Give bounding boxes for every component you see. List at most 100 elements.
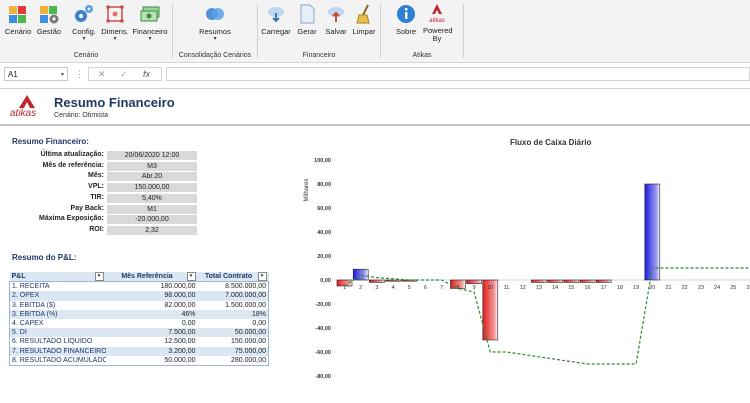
ribbon: Cenário Gestão Config. ▾ Dimens. — [0, 0, 750, 63]
drag-handle-icon[interactable]: ⋮ — [75, 69, 84, 79]
pl-cell-value: 3.200,00 — [105, 346, 198, 356]
limpar-label: Limpar — [352, 27, 376, 36]
chevron-down-icon: ▾ — [213, 36, 217, 42]
name-box[interactable]: A1 ▾ — [4, 67, 68, 81]
chevron-down-icon: ▾ — [82, 36, 86, 42]
config-label: Config. — [72, 27, 96, 36]
gestao-button[interactable]: Gestão — [34, 3, 64, 36]
y-tick-label: -60,00 — [315, 350, 331, 356]
formula-buttons: ✕ ✓ fx — [88, 67, 162, 81]
ribbon-group-consolidacao: Resumos ▾ Consolidação Cenários — [173, 0, 257, 62]
name-box-value: A1 — [8, 70, 18, 79]
carregar-button[interactable]: Carregar — [260, 3, 292, 36]
pl-cell-value: 18% — [197, 309, 269, 319]
pl-cell-value: 8.500.000,00 — [225, 283, 266, 291]
resumos-label: Resumos — [199, 27, 231, 36]
config-button[interactable]: Config. ▾ — [68, 3, 100, 42]
pl-cell-label: 6. RESULTADO LÍQUIDO — [12, 338, 93, 346]
pl-cell-label: 2. OPEX — [9, 291, 106, 301]
pl-cell-label: 3. EBITDA (%) — [9, 309, 106, 319]
resumo-label: ROI: — [89, 225, 104, 233]
table-row: 6. RESULTADO LÍQUIDO 12.500,00 150.000,00 — [10, 337, 269, 346]
powered-by-button[interactable]: atikas Powered By — [421, 3, 453, 43]
x-tick-label: 8 — [456, 285, 459, 291]
ribbon-group-atikas: Sobre atikas Powered By Atikas — [381, 0, 463, 62]
group-divider — [463, 4, 464, 58]
table-row: 3. EBITDA (%) 46% 18% — [9, 309, 269, 319]
overlap-circles-icon — [206, 8, 224, 20]
group-label-cenario: Cenário — [73, 52, 99, 59]
y-tick-label: -80,00 — [315, 374, 331, 380]
filter-dropdown-icon[interactable]: ▾ — [186, 272, 196, 281]
scenario-subtitle: Cenário: Otimista — [54, 112, 109, 119]
pl-title: Resumo do P&L: — [12, 253, 77, 262]
chevron-down-icon: ▾ — [148, 36, 152, 42]
formula-input[interactable] — [166, 67, 750, 81]
cancel-icon[interactable]: ✕ — [98, 69, 106, 79]
pl-cell-value: 1.500.000,00 — [225, 301, 266, 309]
y-tick-label: 80,00 — [317, 182, 331, 188]
y-tick-label: 40,00 — [317, 230, 331, 236]
pl-cell-value: 7.500,00 — [105, 328, 198, 338]
sobre-button[interactable]: Sobre — [393, 3, 419, 36]
table-row: 8. RESULTADO ACUMULADO 50.000,00 280.000,0… — [10, 356, 269, 366]
pl-cell-value: 0,00 — [181, 320, 196, 328]
filter-dropdown-icon[interactable]: ▾ — [257, 272, 267, 281]
x-tick-label: 15 — [568, 285, 574, 291]
y-tick-label: 60,00 — [317, 206, 331, 212]
table-row: 3. EBITDA ($) 82.000,00 1.500.000,00 — [10, 301, 269, 310]
filter-dropdown-icon[interactable]: ▾ — [94, 272, 104, 281]
group-divider — [257, 4, 258, 58]
pl-cell-value: 46% — [105, 309, 198, 319]
pl-cell-value: 82.000,00 — [164, 301, 196, 309]
financeiro-button[interactable]: Financeiro ▾ — [131, 3, 169, 42]
chevron-down-icon: ▾ — [113, 36, 117, 42]
atikas-logo-icon: atikas — [429, 4, 445, 24]
atikas-logo — [19, 95, 35, 108]
table-row: 4. CAPEX 0,00 0,00 — [10, 319, 269, 328]
chart-title: Fluxo de Caixa Diário — [510, 138, 592, 147]
group-label-financeiro: Financeiro — [302, 52, 336, 59]
resumo-value: M1 — [107, 204, 197, 214]
cenario-button[interactable]: Cenário — [4, 3, 32, 36]
resumo-value: 150.000,00 — [107, 183, 197, 193]
resumo-value: -20.000,00 — [107, 215, 197, 225]
chevron-down-icon[interactable]: ▾ — [60, 72, 64, 78]
pl-cell-value: 0,00 — [252, 320, 266, 328]
powered-by-label: Powered By — [423, 26, 453, 43]
sheet-top-border — [0, 88, 750, 89]
limpar-button[interactable]: Limpar — [350, 3, 378, 36]
dimens-label: Dimens. — [101, 27, 129, 36]
x-tick-label: 10 — [487, 285, 493, 291]
broom-icon — [356, 4, 370, 24]
chart-bar — [369, 279, 385, 283]
pl-cell-label: 4. CAPEX — [12, 320, 44, 328]
formula-bar: A1 ▾ ⋮ ✕ ✓ fx — [0, 66, 750, 84]
salvar-button[interactable]: Salvar — [322, 3, 350, 36]
table-row: 5. DI 7.500,00 50.000,00 — [9, 328, 269, 338]
chart-bar — [466, 279, 482, 284]
enter-icon[interactable]: ✓ — [120, 69, 128, 79]
fx-icon[interactable]: fx — [143, 69, 151, 79]
y-tick-label: 0,00 — [320, 278, 331, 284]
y-tick-label: -40,00 — [315, 326, 331, 332]
gerar-button[interactable]: Gerar — [295, 3, 319, 36]
group-divider — [380, 4, 381, 58]
cash-flow-chart: Milhares 100,00 80,00 60,00 40,00 20,00 0,00 -2… — [304, 158, 750, 380]
pl-header-total: Total Contrato ▾ — [197, 272, 269, 283]
info-icon — [397, 5, 415, 23]
cloud-download-icon — [268, 7, 284, 23]
resumo-value: 2,32 — [107, 225, 197, 235]
table-row: 7. RESULTADO FINANCEIRO 3.200,00 75.000,00 — [9, 346, 269, 356]
pl-cell-label: 5. DI — [9, 328, 106, 338]
x-tick-label: 25 — [730, 285, 736, 291]
x-tick-label: 11 — [504, 285, 510, 291]
x-tick-label: 12 — [520, 285, 526, 291]
dimens-button[interactable]: Dimens. ▾ — [99, 3, 131, 42]
x-tick-label: 13 — [536, 285, 542, 291]
resumos-button[interactable]: Resumos ▾ — [197, 3, 233, 42]
pl-header-mes: Mês Referência ▾ — [105, 272, 198, 283]
gestao-label: Gestão — [36, 27, 62, 36]
page-title: Resumo Financeiro — [54, 95, 175, 110]
atikas-logo-text: atikas — [10, 108, 37, 119]
